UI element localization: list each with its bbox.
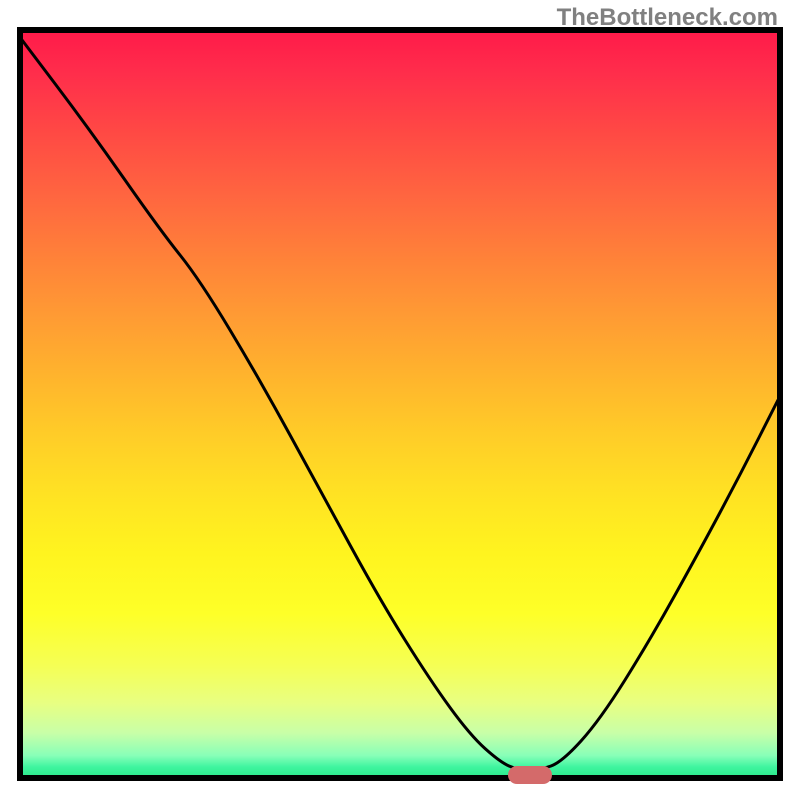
chart-container: TheBottleneck.com	[0, 0, 800, 800]
bottleneck-chart	[0, 0, 800, 800]
optimum-marker	[508, 766, 552, 784]
watermark-text: TheBottleneck.com	[557, 4, 778, 32]
gradient-background	[20, 30, 780, 778]
